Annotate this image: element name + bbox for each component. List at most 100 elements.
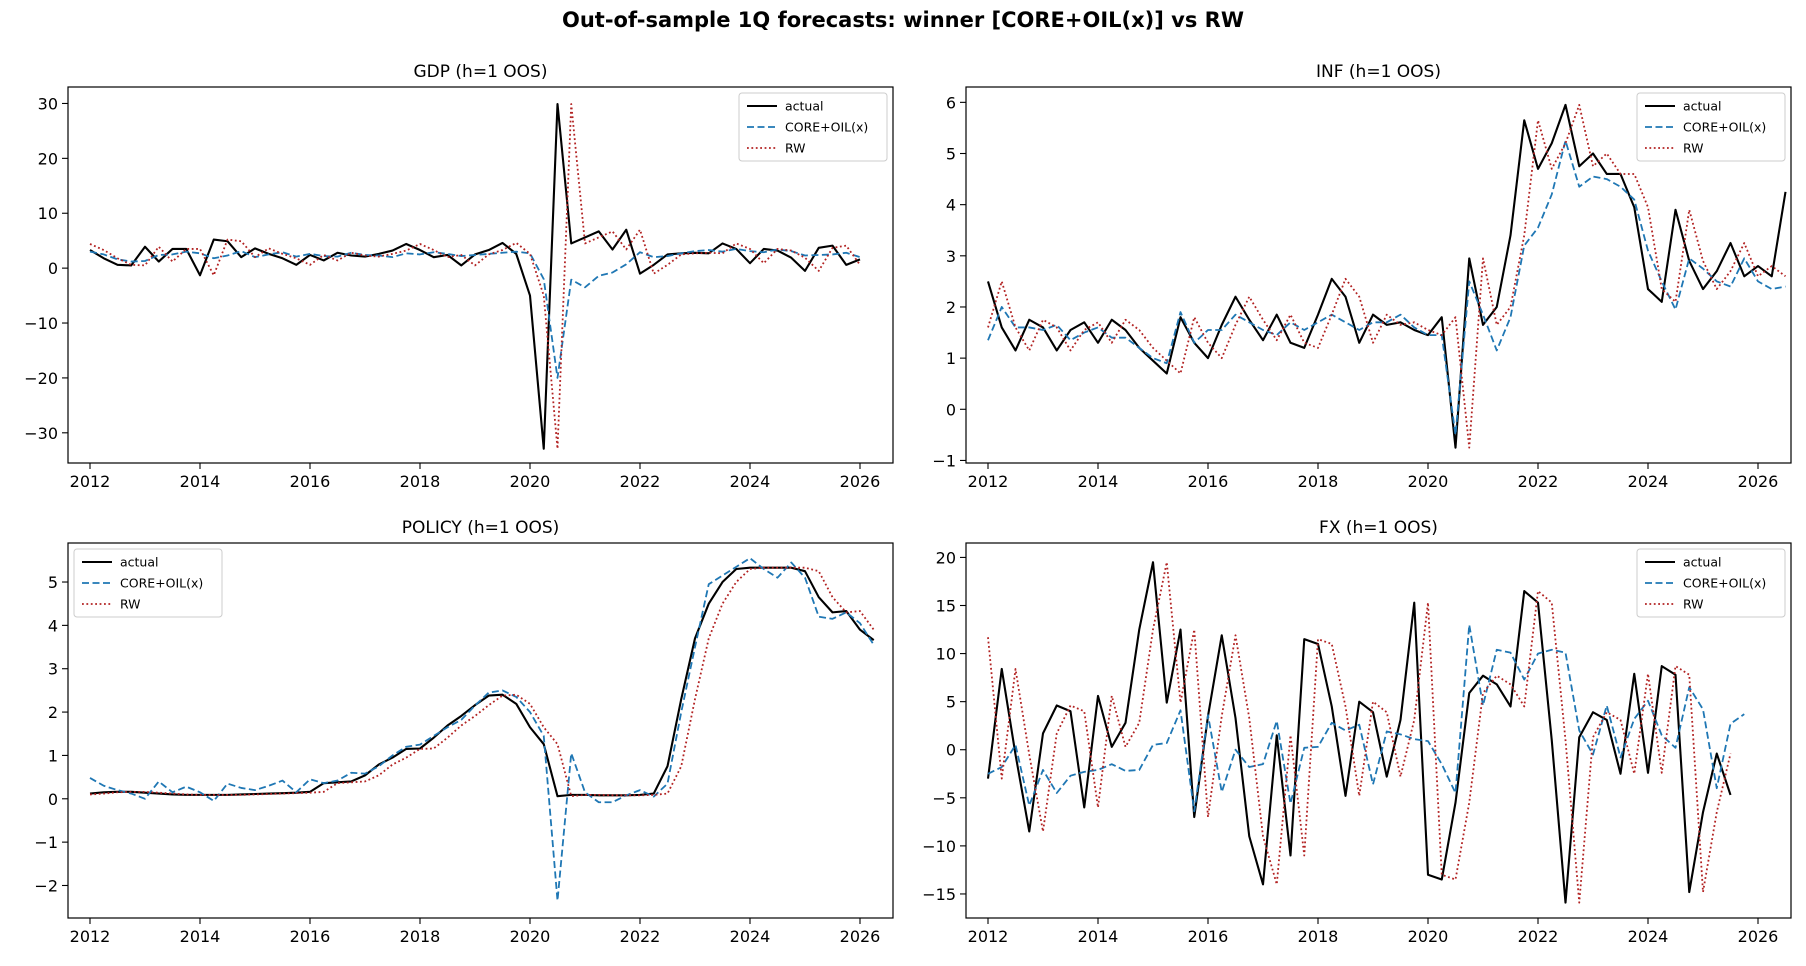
legend-label: CORE+OIL(x): [785, 120, 868, 135]
y-tick-label: −2: [34, 876, 58, 895]
subplot-title: GDP (h=1 OOS): [414, 62, 548, 82]
y-tick-label: 2: [946, 298, 956, 317]
figure-title: Out-of-sample 1Q forecasts: winner [CORE…: [561, 8, 1245, 32]
y-tick-label: 0: [48, 790, 58, 809]
subplot-3: POLICY (h=1 OOS)2012 2014 2016 2018 2020 2022…: [34, 518, 894, 946]
x-tick-label: 2026: [840, 472, 881, 491]
y-tick-label: 10: [38, 204, 58, 223]
subplot-title: FX (h=1 OOS): [1319, 518, 1438, 538]
axes-frame: [965, 86, 1792, 464]
legend: actual CORE+OIL(x) RW: [738, 92, 888, 162]
series-line-core-oil-x: [89, 557, 875, 902]
x-tick-label: 2020: [510, 472, 551, 491]
axes-frame: [965, 542, 1792, 919]
y-tick-label: 20: [936, 548, 956, 567]
x-tick-label: 2018: [1298, 927, 1339, 946]
x-tick-label: 2022: [1518, 472, 1559, 491]
legend-box: [1636, 92, 1786, 162]
legend: actual CORE+OIL(x) RW: [1636, 548, 1786, 618]
x-tick-label: 2024: [730, 927, 771, 946]
y-tick-label: −1: [932, 451, 956, 470]
series-line-rw: [987, 561, 1732, 904]
legend-box: [1636, 548, 1786, 618]
y-tick-label: 20: [38, 149, 58, 168]
x-tick-label: 2018: [400, 927, 441, 946]
x-tick-label: 2020: [1408, 472, 1449, 491]
y-tick-label: 2: [48, 703, 58, 722]
series-line-core-oil-x: [987, 139, 1786, 436]
x-tick-label: 2012: [968, 472, 1009, 491]
series-line-actual: [89, 566, 875, 798]
axes-frame: [67, 542, 894, 919]
y-tick-label: −10: [922, 837, 956, 856]
x-tick-label: 2022: [620, 927, 661, 946]
series-line-rw: [89, 103, 861, 450]
x-tick-label: 2014: [1078, 472, 1119, 491]
legend-label: actual: [1683, 99, 1722, 114]
legend-label: RW: [1683, 597, 1704, 612]
legend-label: RW: [785, 141, 806, 156]
x-tick-label: 2014: [180, 472, 221, 491]
x-tick-label: 2012: [70, 472, 111, 491]
y-tick-label: 5: [946, 145, 956, 164]
y-tick-label: −20: [24, 369, 58, 388]
legend-box: [73, 548, 223, 618]
y-tick-label: 30: [38, 94, 58, 113]
x-tick-label: 2020: [1408, 927, 1449, 946]
y-tick-label: 1: [48, 746, 58, 765]
x-tick-label: 2026: [1738, 927, 1779, 946]
subplot-2: INF (h=1 OOS)2012 2014 2016 2018 2020 2022 202…: [932, 62, 1792, 491]
y-tick-label: 10: [936, 645, 956, 664]
legend-label: RW: [1683, 141, 1704, 156]
x-tick-label: 2016: [1188, 472, 1229, 491]
x-tick-label: 2014: [1078, 927, 1119, 946]
y-tick-label: 3: [946, 247, 956, 266]
series-line-core-oil-x: [89, 248, 861, 379]
legend-label: RW: [120, 597, 141, 612]
y-tick-label: 0: [946, 741, 956, 760]
x-tick-label: 2022: [620, 472, 661, 491]
x-tick-label: 2018: [400, 472, 441, 491]
x-tick-label: 2024: [1628, 927, 1669, 946]
x-tick-label: 2016: [290, 927, 331, 946]
legend: actual CORE+OIL(x) RW: [1636, 92, 1786, 162]
legend-box: [738, 92, 888, 162]
x-tick-label: 2024: [1628, 472, 1669, 491]
legend-label: CORE+OIL(x): [1683, 576, 1766, 591]
legend-label: CORE+OIL(x): [1683, 120, 1766, 135]
subplot-title: POLICY (h=1 OOS): [402, 518, 560, 538]
y-tick-label: −30: [24, 424, 58, 443]
x-tick-label: 2012: [70, 927, 111, 946]
subplot-4: FX (h=1 OOS) 2012 2014 2016 2018 2020 2022 2024…: [922, 518, 1792, 946]
y-tick-label: −10: [24, 314, 58, 333]
series-line-actual: [986, 561, 1732, 904]
y-tick-label: 3: [48, 660, 58, 679]
legend-label: actual: [1683, 555, 1722, 570]
y-tick-label: −5: [932, 789, 956, 808]
x-tick-label: 2016: [1188, 927, 1229, 946]
series-line-rw: [987, 104, 1787, 449]
x-tick-label: 2012: [968, 927, 1009, 946]
x-tick-label: 2018: [1298, 472, 1339, 491]
y-tick-label: −15: [922, 885, 956, 904]
x-tick-label: 2020: [510, 927, 551, 946]
x-tick-label: 2016: [290, 472, 331, 491]
subplot-1: GDP (h=1 OOS)2012 2014 2016 2018 2020 2022 202…: [24, 62, 894, 491]
x-tick-label: 2026: [1738, 472, 1779, 491]
x-tick-label: 2026: [840, 927, 881, 946]
subplot-title: INF (h=1 OOS): [1316, 62, 1441, 82]
y-tick-label: 1: [946, 349, 956, 368]
series-line-core-oil-x: [987, 623, 1745, 813]
legend-label: actual: [785, 99, 824, 114]
y-tick-label: −1: [34, 833, 58, 852]
x-tick-label: 2024: [730, 472, 771, 491]
y-tick-label: 6: [946, 93, 956, 112]
x-tick-label: 2022: [1518, 927, 1559, 946]
legend-label: CORE+OIL(x): [120, 576, 203, 591]
y-tick-label: 15: [936, 597, 956, 616]
y-tick-label: 0: [946, 400, 956, 419]
y-tick-label: 4: [48, 616, 58, 635]
y-tick-label: 4: [946, 196, 956, 215]
x-tick-label: 2014: [180, 927, 221, 946]
